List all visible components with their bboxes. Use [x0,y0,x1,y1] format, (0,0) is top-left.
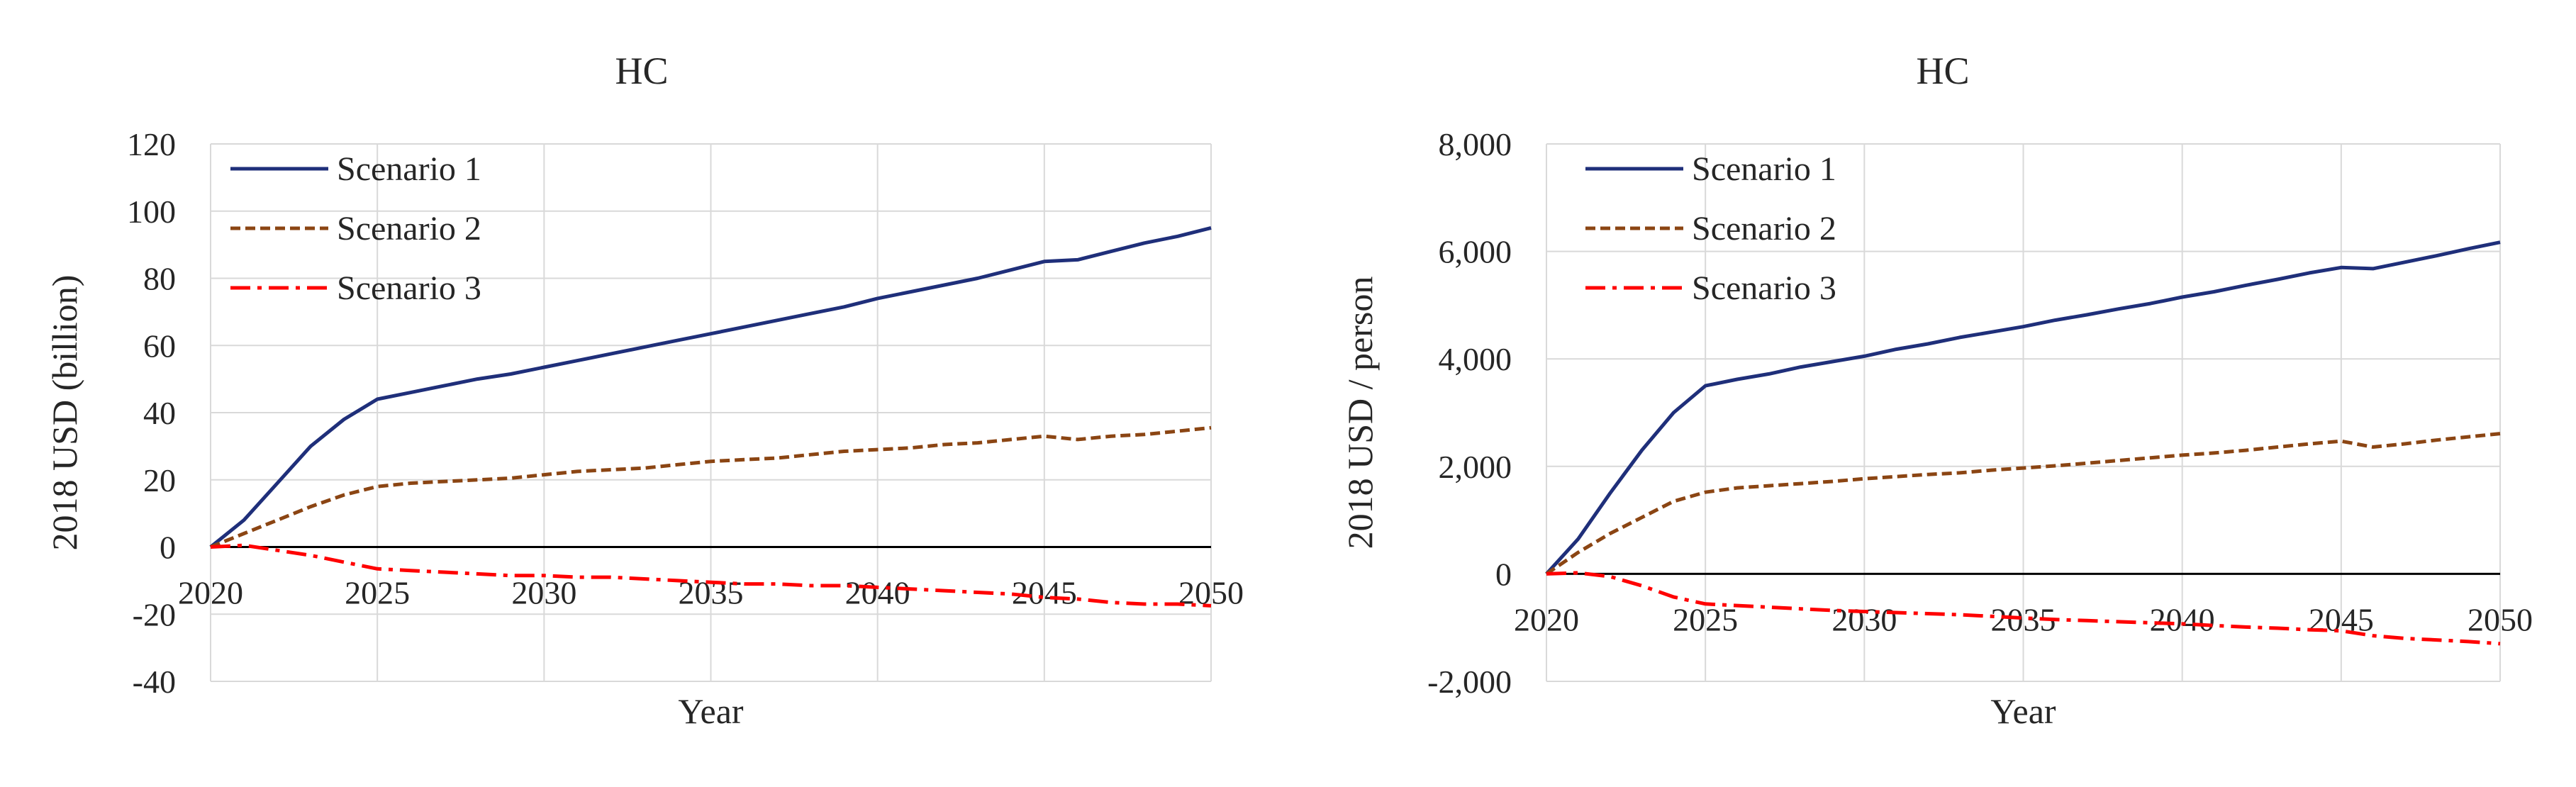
x-axis-label: Year [678,691,743,731]
x-tick-label: 2025 [345,575,410,611]
y-tick-label: 80 [143,261,176,297]
legend-label-3: Scenario 3 [337,269,481,307]
legend-label-1: Scenario 1 [337,150,481,188]
y-tick-label: -20 [133,596,176,632]
y-tick-label: 0 [160,530,176,566]
y-tick-label: 0 [1495,556,1512,592]
series-line-3 [1546,571,2501,646]
y-tick-label: -40 [133,664,176,700]
x-axis-label: Year [1990,691,2056,731]
series-line-2 [210,425,1212,549]
x-tick-label: 2050 [2468,601,2533,637]
x-tick-label: 2035 [679,575,744,611]
y-tick-label: 4,000 [1439,341,1512,377]
x-tick-label: 2040 [845,575,910,611]
y-tick-label: 20 [143,462,176,498]
y-tick-label: 8,000 [1439,126,1512,162]
chart-title: HC [615,50,668,92]
x-tick-label: 2020 [178,575,243,611]
y-tick-label: 60 [143,328,176,364]
x-tick-label: 2045 [1012,575,1077,611]
x-tick-label: 2025 [1673,601,1738,637]
legend-label-2: Scenario 2 [337,210,481,247]
chart-title: HC [1916,50,1969,92]
legend-label-3: Scenario 3 [1692,269,1836,307]
series-line-1 [1545,240,2501,576]
series-line-1 [209,225,1212,549]
x-tick-label: 2020 [1514,601,1579,637]
x-tick-label: 2040 [2150,601,2215,637]
legend-label-2: Scenario 2 [1692,210,1836,247]
y-tick-label: 2,000 [1439,449,1512,485]
y-tick-label: 100 [127,194,176,230]
chart-total-hc: HC 120 100 80 60 40 20 0 -20 -40 2020 2025 2030 2035 2… [45,50,1244,731]
x-tick-label: 2030 [1831,601,1897,637]
y-tick-label: 6,000 [1439,234,1512,270]
legend: Scenario 1 Scenario 2 Scenario 3 [1585,150,1836,307]
y-tick-label: 120 [127,126,176,162]
y-axis-label: 2018 USD / person [1340,277,1380,549]
y-axis-label: 2018 USD (billion) [45,275,84,551]
legend: Scenario 1 Scenario 2 Scenario 3 [230,150,481,307]
y-tick-label: -2,000 [1427,664,1512,700]
series-line-3 [210,543,1212,608]
y-tick-label: 40 [143,395,176,431]
legend-label-1: Scenario 1 [1692,150,1836,188]
x-tick-label: 2045 [2309,601,2374,637]
x-tick-label: 2030 [511,575,576,611]
series-line-2 [1545,432,2501,576]
